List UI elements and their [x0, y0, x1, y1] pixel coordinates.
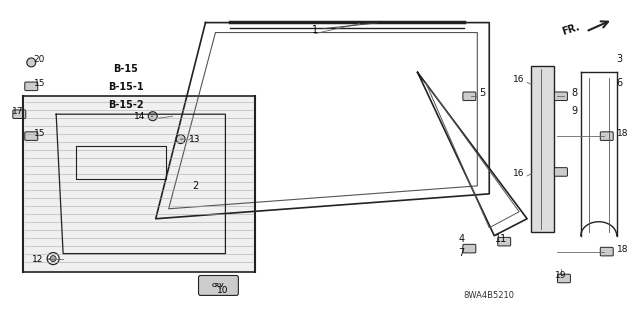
- Text: 18: 18: [617, 129, 628, 138]
- Text: CRV: CRV: [212, 283, 225, 288]
- Text: 17: 17: [12, 107, 23, 116]
- Circle shape: [50, 256, 56, 262]
- Text: 14: 14: [134, 112, 153, 121]
- Text: 8: 8: [571, 88, 577, 98]
- Circle shape: [27, 58, 36, 67]
- Text: B-15-1: B-15-1: [108, 82, 143, 92]
- Text: 16: 16: [513, 169, 524, 178]
- Polygon shape: [23, 96, 255, 271]
- Text: 7: 7: [458, 248, 465, 257]
- Text: 10: 10: [217, 286, 228, 295]
- Text: 16: 16: [513, 75, 524, 84]
- Text: 15: 15: [33, 79, 45, 88]
- Text: 3: 3: [617, 55, 623, 64]
- FancyBboxPatch shape: [554, 168, 568, 176]
- Text: 4: 4: [458, 234, 465, 244]
- Text: FR.: FR.: [561, 22, 581, 37]
- Text: 13: 13: [180, 135, 200, 144]
- FancyBboxPatch shape: [198, 276, 238, 295]
- Text: 20: 20: [33, 56, 45, 64]
- FancyBboxPatch shape: [600, 132, 613, 140]
- FancyBboxPatch shape: [557, 274, 570, 283]
- Text: 15: 15: [33, 129, 45, 138]
- FancyBboxPatch shape: [13, 110, 26, 118]
- FancyBboxPatch shape: [600, 247, 613, 256]
- FancyBboxPatch shape: [498, 237, 511, 246]
- Text: 5: 5: [479, 88, 486, 98]
- Text: 8WA4B5210: 8WA4B5210: [464, 291, 515, 300]
- Text: 2: 2: [193, 181, 198, 191]
- Text: 11: 11: [495, 234, 508, 244]
- Circle shape: [47, 253, 59, 264]
- Text: 1: 1: [312, 23, 377, 34]
- Circle shape: [176, 135, 185, 144]
- Circle shape: [148, 112, 157, 121]
- FancyBboxPatch shape: [463, 92, 476, 100]
- Text: B-15: B-15: [113, 64, 138, 74]
- Text: 18: 18: [617, 245, 628, 254]
- Polygon shape: [531, 66, 554, 232]
- Text: 6: 6: [617, 78, 623, 88]
- Text: B-15-2: B-15-2: [108, 100, 143, 110]
- FancyBboxPatch shape: [554, 92, 568, 100]
- Text: 12: 12: [32, 255, 51, 263]
- Text: 19: 19: [555, 271, 566, 280]
- FancyBboxPatch shape: [25, 132, 38, 140]
- FancyBboxPatch shape: [463, 244, 476, 253]
- Text: 9: 9: [571, 106, 577, 116]
- FancyBboxPatch shape: [25, 82, 38, 91]
